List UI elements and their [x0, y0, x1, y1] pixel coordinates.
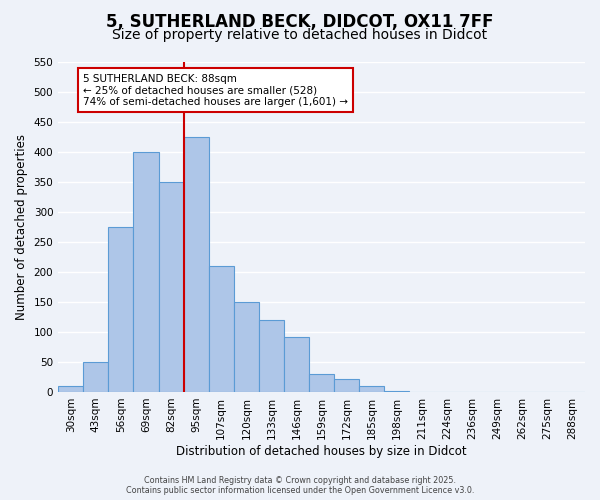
Y-axis label: Number of detached properties: Number of detached properties [15, 134, 28, 320]
X-axis label: Distribution of detached houses by size in Didcot: Distribution of detached houses by size … [176, 444, 467, 458]
Bar [284, 336, 309, 392]
Bar [58, 386, 83, 392]
Bar [184, 136, 209, 392]
Bar [109, 226, 133, 392]
Text: Size of property relative to detached houses in Didcot: Size of property relative to detached ho… [112, 28, 488, 42]
Bar [309, 374, 334, 392]
Bar [158, 182, 184, 392]
Bar [334, 378, 359, 392]
Bar [385, 391, 409, 392]
Bar [209, 266, 234, 392]
Bar [234, 302, 259, 392]
Text: Contains HM Land Registry data © Crown copyright and database right 2025.
Contai: Contains HM Land Registry data © Crown c… [126, 476, 474, 495]
Bar [259, 320, 284, 392]
Text: 5 SUTHERLAND BECK: 88sqm
← 25% of detached houses are smaller (528)
74% of semi-: 5 SUTHERLAND BECK: 88sqm ← 25% of detach… [83, 74, 348, 106]
Bar [133, 152, 158, 392]
Text: 5, SUTHERLAND BECK, DIDCOT, OX11 7FF: 5, SUTHERLAND BECK, DIDCOT, OX11 7FF [106, 12, 494, 30]
Bar [359, 386, 385, 392]
Bar [83, 362, 109, 392]
